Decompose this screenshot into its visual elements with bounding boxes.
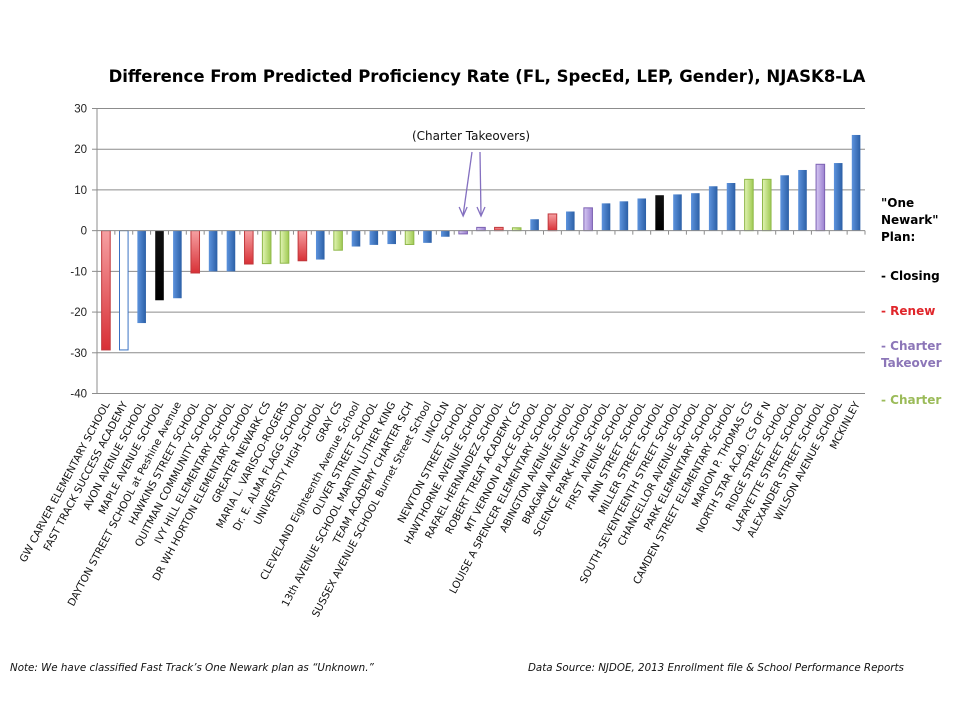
bar [637,198,647,231]
bar [691,193,700,231]
legend-entry: - Charter [881,393,941,407]
bar [387,230,396,245]
legend-heading: Plan: [881,230,915,244]
bar [619,201,629,231]
bar [369,230,379,245]
annotation-arrow [462,151,473,216]
footnote-data-source: Data Source: NJDOE, 2013 Enrollment file… [528,662,904,674]
y-tick-label: -20 [70,307,87,319]
bar [137,230,146,324]
legend-entry: - Charter [881,339,941,353]
bar [833,163,843,231]
bar [226,230,236,272]
legend-entry: Takeover [881,356,942,370]
bar [780,175,789,231]
bar [601,203,611,231]
bar [815,163,826,232]
bar [566,211,575,231]
legend-entry: - Closing [881,269,940,283]
y-tick-label: 20 [74,144,87,156]
bar [708,186,718,231]
bar [333,230,343,251]
legend: "One Newark" Plan: - Closing - Renew - Charte… [881,196,942,407]
y-axis: 30 20 10 0 -10 -20 -30 -40 [70,104,98,401]
bar [297,230,308,262]
bar [101,230,111,351]
bar [261,230,272,265]
y-tick-label: -40 [70,389,87,401]
y-tick-label: 10 [74,185,87,197]
bar-series [101,134,861,351]
arrow-head-icon [476,206,486,218]
y-tick-label: 0 [81,226,87,238]
arrow-head-icon [458,206,468,218]
bar [279,230,290,264]
legend-heading: "One [881,196,914,210]
bar [423,230,432,243]
legend-entry: - Renew [881,304,935,318]
bar [155,230,164,301]
footnote-note: Note: We have classified Fast Track’s On… [10,662,374,674]
bar [119,230,129,351]
bar [173,230,182,299]
annotation-arrow [479,151,482,216]
bar [244,230,254,265]
bar [655,195,664,231]
bar [726,183,736,231]
bar [315,230,325,260]
y-tick-label: 30 [74,104,87,116]
bar [761,178,772,232]
bar [798,169,807,231]
bar [208,230,218,272]
chart-title: Difference From Predicted Proficiency Ra… [109,67,866,86]
bar [547,213,558,232]
y-tick-label: -10 [70,266,87,278]
bar [530,219,539,231]
bar [673,194,682,231]
bar [851,134,861,231]
bar [583,207,593,232]
bar [404,230,415,245]
annotation-group: (Charter Takeovers) [412,129,530,218]
legend-heading: Newark" [881,213,939,227]
bar [351,230,361,247]
bar [440,230,450,237]
bar [744,178,754,232]
y-tick-label: -30 [70,348,87,360]
bar [190,230,201,274]
annotation-label: (Charter Takeovers) [412,129,530,143]
